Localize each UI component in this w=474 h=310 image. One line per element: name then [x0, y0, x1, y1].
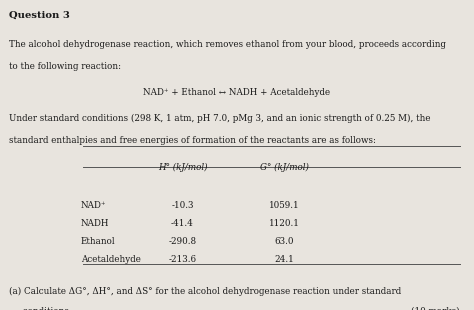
Text: Under standard conditions (298 K, 1 atm, pH 7.0, pMg 3, and an ionic strength of: Under standard conditions (298 K, 1 atm,… [9, 113, 430, 123]
Text: Acetaldehyde: Acetaldehyde [81, 255, 140, 264]
Text: -213.6: -213.6 [168, 255, 197, 264]
Text: standard enthalpies and free energies of formation of the reactants are as follo: standard enthalpies and free energies of… [9, 136, 375, 145]
Text: 63.0: 63.0 [274, 237, 294, 246]
Text: Ethanol: Ethanol [81, 237, 115, 246]
Text: -10.3: -10.3 [171, 201, 194, 210]
Text: The alcohol dehydrogenase reaction, which removes ethanol from your blood, proce: The alcohol dehydrogenase reaction, whic… [9, 40, 446, 49]
Text: to the following reaction:: to the following reaction: [9, 62, 121, 71]
Text: G° (kJ/mol): G° (kJ/mol) [260, 163, 309, 172]
Text: 1059.1: 1059.1 [269, 201, 300, 210]
Text: conditions.: conditions. [9, 307, 71, 310]
Text: 24.1: 24.1 [274, 255, 294, 264]
Text: Question 3: Question 3 [9, 11, 69, 20]
Text: -41.4: -41.4 [171, 219, 194, 228]
Text: NAD⁺: NAD⁺ [81, 201, 106, 210]
Text: (a) Calculate ΔG°, ΔH°, and ΔS° for the alcohol dehydrogenase reaction under sta: (a) Calculate ΔG°, ΔH°, and ΔS° for the … [9, 287, 401, 296]
Text: NAD⁺ + Ethanol ↔ NADH + Acetaldehyde: NAD⁺ + Ethanol ↔ NADH + Acetaldehyde [144, 88, 330, 97]
Text: -290.8: -290.8 [168, 237, 197, 246]
Text: NADH: NADH [81, 219, 109, 228]
Text: H° (kJ/mol): H° (kJ/mol) [158, 163, 207, 172]
Text: 1120.1: 1120.1 [269, 219, 300, 228]
Text: (10 marks): (10 marks) [411, 307, 460, 310]
